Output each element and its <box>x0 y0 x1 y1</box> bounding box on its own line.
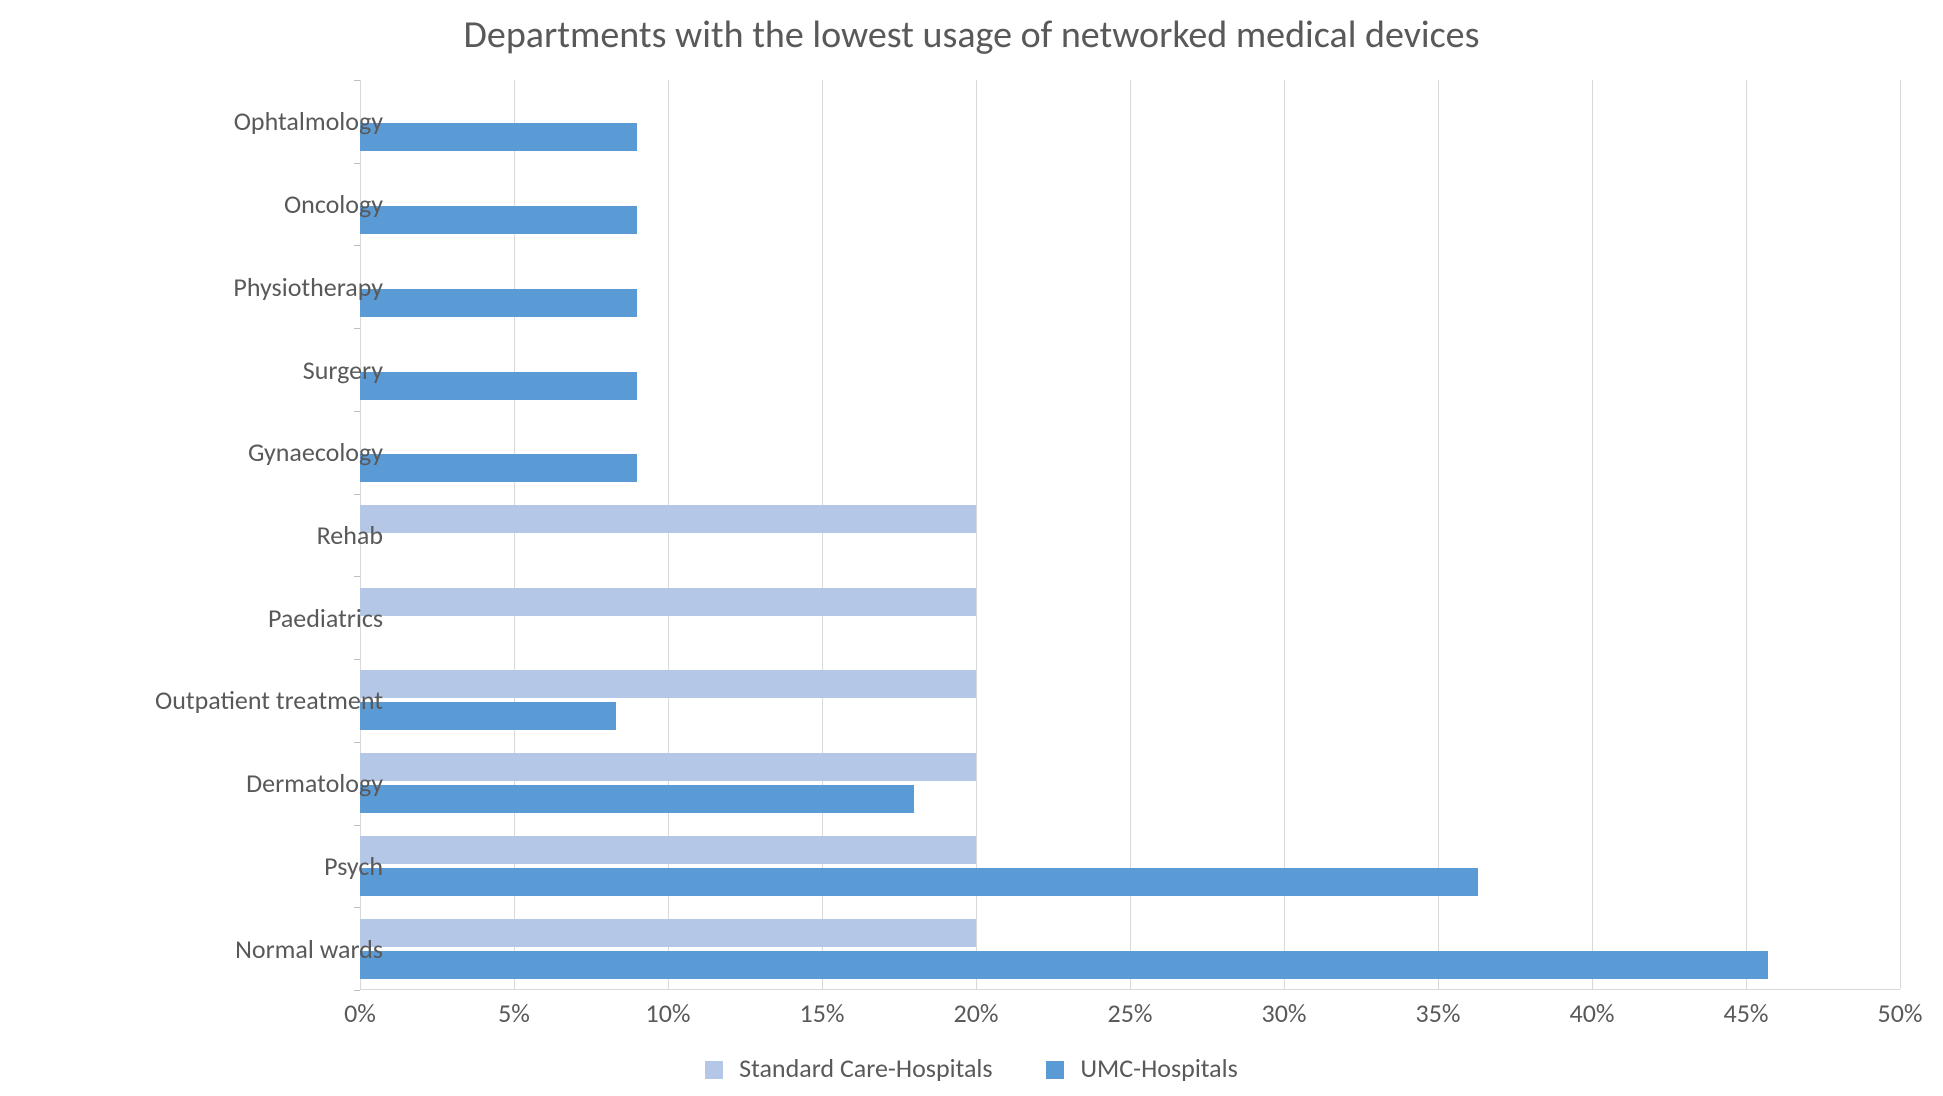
chart-container: Departments with the lowest usage of net… <box>0 0 1943 1096</box>
bar <box>360 836 976 864</box>
gridline <box>1284 80 1285 989</box>
category-label: Outpatient treatment <box>155 684 383 716</box>
category-label: Ophtalmology <box>234 105 383 137</box>
x-tick-label: 30% <box>1262 989 1307 1029</box>
bar <box>360 206 637 234</box>
y-tick-mark <box>354 163 360 164</box>
bar <box>360 289 637 317</box>
x-tick-label: 0% <box>344 989 376 1029</box>
y-tick-mark <box>354 742 360 743</box>
category-label: Physiotherapy <box>233 271 383 303</box>
x-tick-label: 15% <box>800 989 845 1029</box>
bar <box>360 505 976 533</box>
y-tick-mark <box>354 659 360 660</box>
x-tick-label: 40% <box>1570 989 1615 1029</box>
category-label: Dermatology <box>246 767 383 799</box>
legend-swatch-umc <box>1046 1061 1064 1079</box>
plot-area: 0%5%10%15%20%25%30%35%40%45%50% <box>360 80 1900 990</box>
legend-item-umc: UMC-Hospitals <box>1046 1052 1237 1084</box>
bar <box>360 123 637 151</box>
y-tick-mark <box>354 328 360 329</box>
bar <box>360 454 637 482</box>
x-tick-label: 45% <box>1724 989 1769 1029</box>
category-label: Oncology <box>284 188 383 220</box>
category-label: Gynaecology <box>248 436 383 468</box>
gridline <box>1900 80 1901 989</box>
category-label: Paediatrics <box>268 602 383 634</box>
x-tick-label: 25% <box>1108 989 1153 1029</box>
category-label: Surgery <box>303 354 383 386</box>
gridline <box>976 80 977 989</box>
legend-label-umc: UMC-Hospitals <box>1080 1052 1237 1084</box>
bar <box>360 868 1478 896</box>
legend-swatch-standard-care <box>705 1061 723 1079</box>
legend: Standard Care-Hospitals UMC-Hospitals <box>0 1052 1943 1084</box>
bar <box>360 785 914 813</box>
gridline <box>1746 80 1747 989</box>
category-label: Normal wards <box>235 933 383 965</box>
bar <box>360 702 616 730</box>
bar <box>360 588 976 616</box>
gridline <box>1592 80 1593 989</box>
x-tick-label: 20% <box>954 989 999 1029</box>
x-tick-label: 35% <box>1416 989 1461 1029</box>
x-tick-label: 50% <box>1878 989 1923 1029</box>
y-tick-mark <box>354 990 360 991</box>
y-tick-mark <box>354 494 360 495</box>
gridline <box>1438 80 1439 989</box>
y-tick-mark <box>354 825 360 826</box>
bar <box>360 951 1768 979</box>
y-tick-mark <box>354 411 360 412</box>
y-tick-mark <box>354 907 360 908</box>
bar <box>360 372 637 400</box>
bar <box>360 670 976 698</box>
y-tick-mark <box>354 80 360 81</box>
category-label: Psych <box>324 850 383 882</box>
chart-title: Departments with the lowest usage of net… <box>0 12 1943 58</box>
bar <box>360 919 976 947</box>
y-tick-mark <box>354 245 360 246</box>
legend-item-standard-care: Standard Care-Hospitals <box>705 1052 992 1084</box>
bar <box>360 753 976 781</box>
x-tick-label: 5% <box>498 989 530 1029</box>
y-tick-mark <box>354 576 360 577</box>
gridline <box>1130 80 1131 989</box>
legend-label-standard-care: Standard Care-Hospitals <box>739 1052 992 1084</box>
category-label: Rehab <box>317 519 383 551</box>
x-tick-label: 10% <box>646 989 691 1029</box>
